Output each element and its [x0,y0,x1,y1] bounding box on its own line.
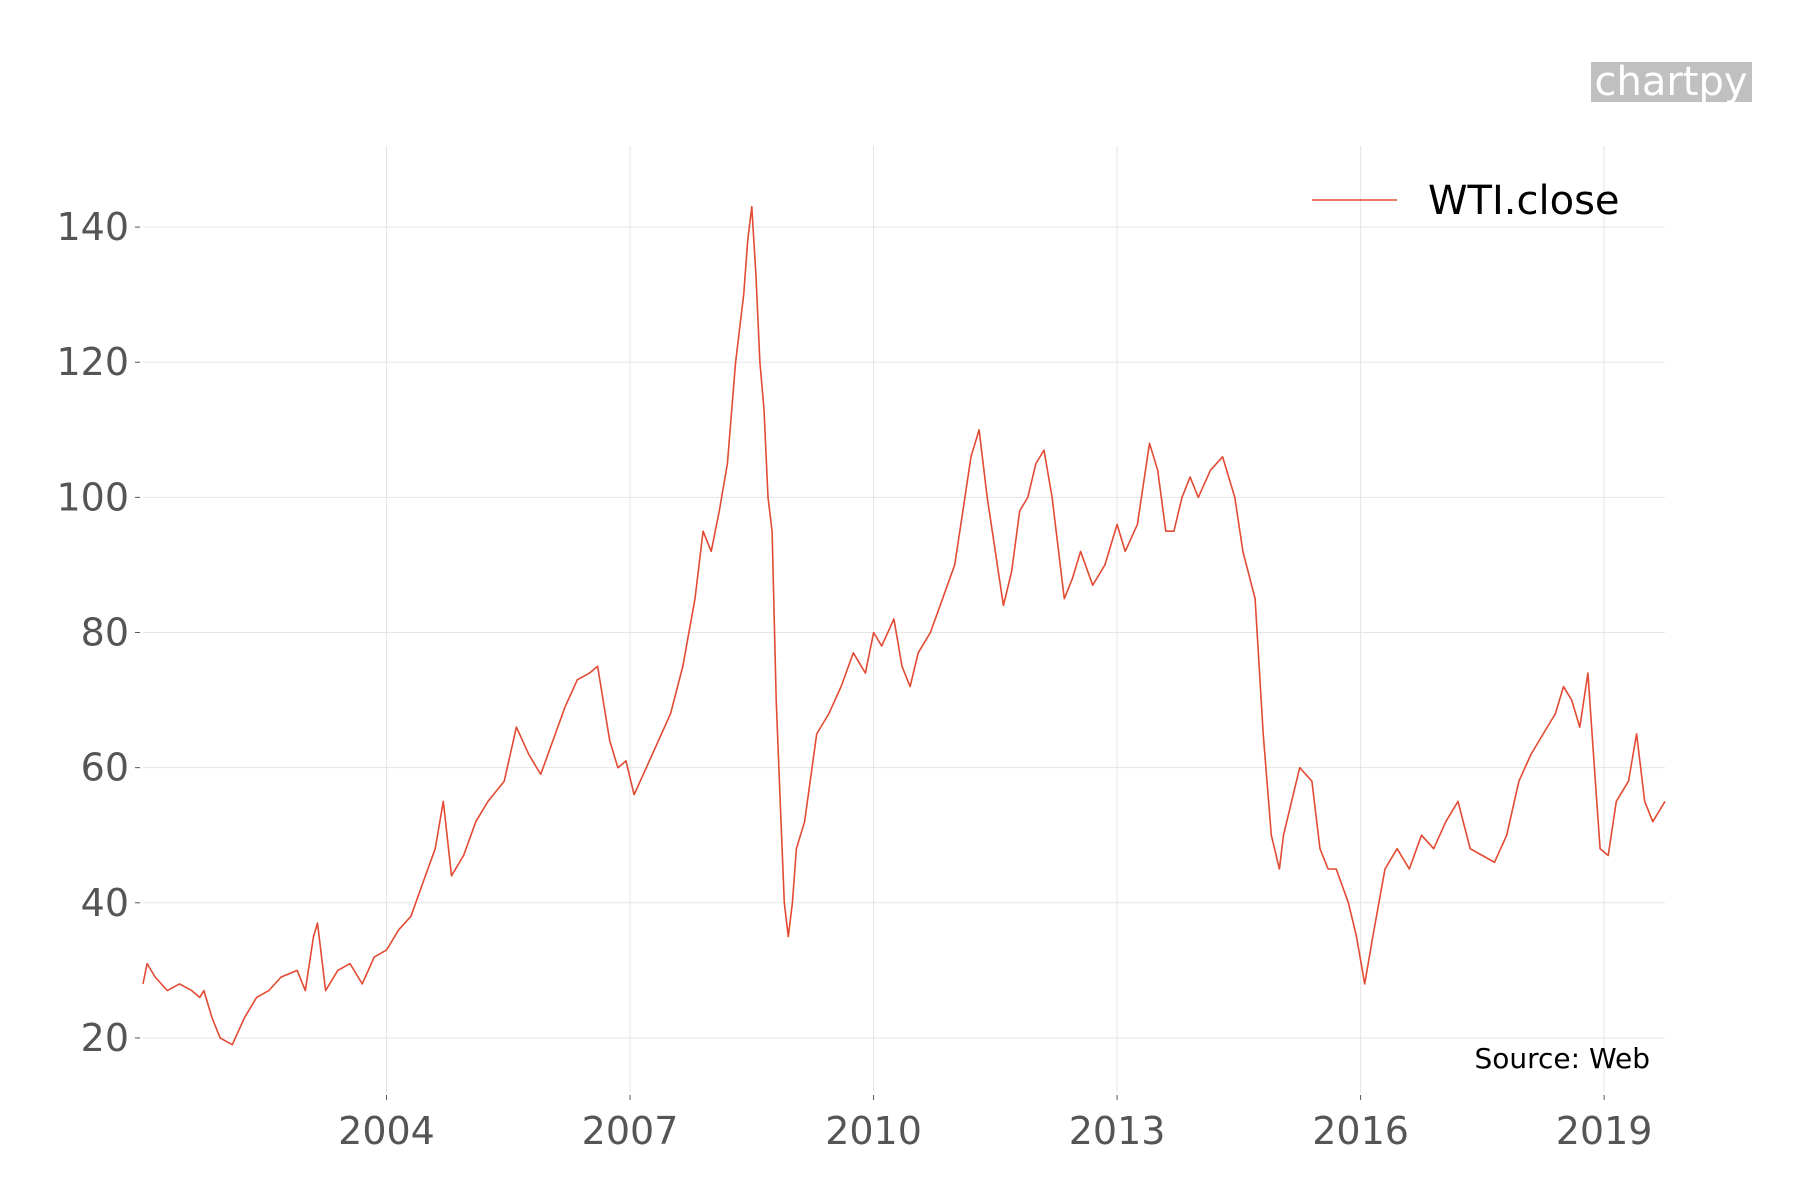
y-tick-label-140: 140 [56,205,129,249]
legend: WTI.close [1312,178,1620,224]
watermark: chartpy [1591,59,1752,105]
y-tick-label-60: 60 [81,746,129,790]
source-label: Source: Web [1474,1042,1650,1075]
x-tick-label-2019: 2019 [1556,1109,1653,1153]
legend-label-wti-close: WTI.close [1428,178,1620,224]
y-axis-ticks: 20 40 60 80 100 120 140 [56,205,140,1060]
watermark-text: chartpy [1594,59,1747,105]
y-tick-label-80: 80 [81,611,129,655]
x-tick-label-2007: 2007 [582,1109,679,1153]
series-line-wti-close [142,206,1666,1046]
y-tick-label-40: 40 [81,881,129,925]
y-tick-label-100: 100 [56,475,129,519]
series-layer [142,206,1666,1046]
watermark-background [1591,62,1752,102]
x-tick-label-2016: 2016 [1312,1109,1409,1153]
grid-lines [143,146,1665,1092]
x-tick-label-2010: 2010 [825,1109,922,1153]
x-tick-label-2013: 2013 [1069,1109,1166,1153]
x-axis-ticks: 2004 2007 2010 2013 2016 2019 [338,1095,1652,1153]
x-tick-label-2004: 2004 [338,1109,435,1153]
y-tick-label-20: 20 [81,1016,129,1060]
y-tick-label-120: 120 [56,340,129,384]
